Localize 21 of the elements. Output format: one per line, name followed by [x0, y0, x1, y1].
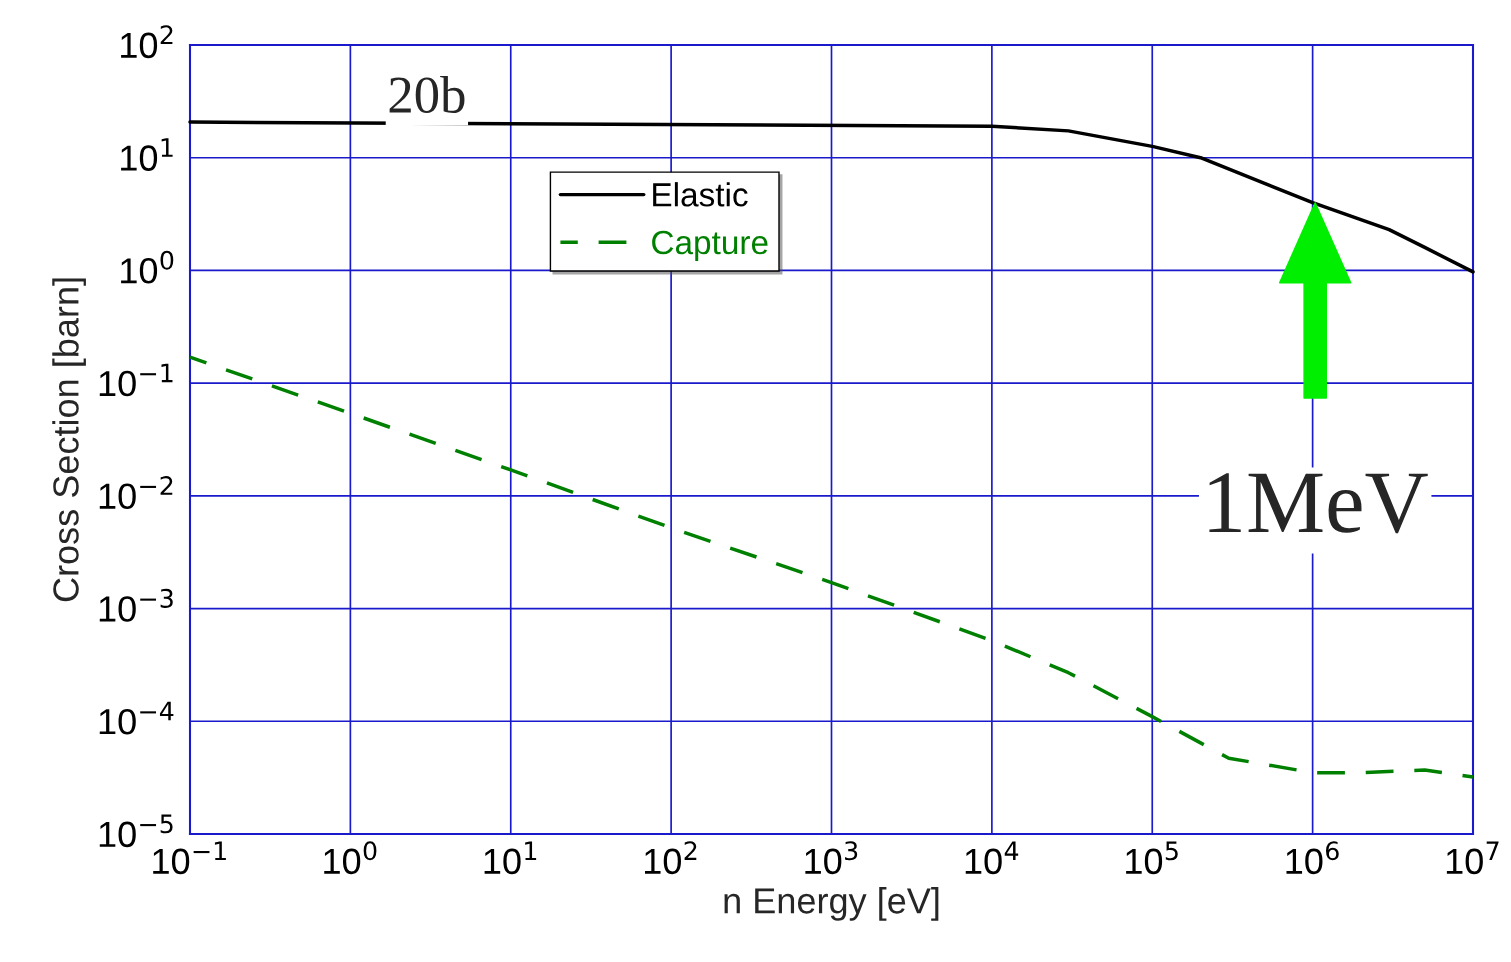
legend-label: Capture [652, 230, 768, 261]
annotation: 20b [389, 75, 465, 114]
x-tick-label: 10$^{6}$ [1286, 841, 1339, 875]
y-tick-label: 10$^{−4}$ [99, 701, 174, 735]
legend-label: Elastic [653, 182, 748, 207]
x-tick-label: 10$^{5}$ [1126, 841, 1178, 875]
y-tick-label: 10$^{−2}$ [99, 476, 173, 510]
y-axis-title: Cross Section [barn] [52, 278, 86, 602]
y-tick-label: 10$^{−1}$ [99, 363, 173, 397]
x-tick-label: 10$^{2}$ [644, 841, 697, 875]
y-tick-label: 10$^{−3}$ [99, 588, 173, 622]
x-tick-label: 10$^{7}$ [1446, 841, 1499, 875]
x-tick-label: 10$^{1}$ [484, 841, 537, 875]
y-tick-label: 10$^{2}$ [121, 25, 173, 59]
x-tick-label: 10$^{4}$ [965, 841, 1019, 875]
y-tick-label: 10$^{0}$ [121, 250, 174, 284]
y-tick-label: 10$^{1}$ [121, 138, 173, 171]
x-tick-label: 10$^{3}$ [805, 841, 858, 875]
x-axis-title: n Energy [eV] [724, 887, 939, 921]
x-tick-label: 10$^{0}$ [324, 841, 377, 875]
annotation: 1MeV [1209, 473, 1428, 534]
